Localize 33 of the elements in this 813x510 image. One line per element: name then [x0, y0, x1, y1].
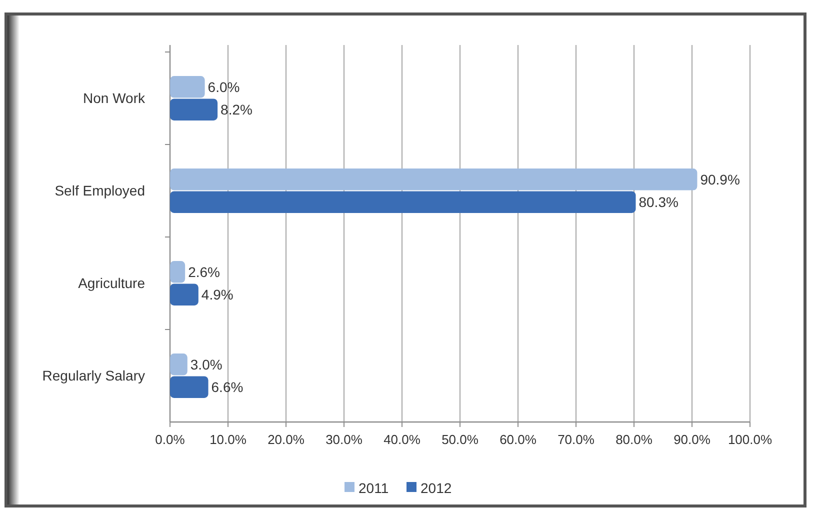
y-tick-label: Agriculture: [78, 275, 146, 292]
data-label: 3.0%: [190, 356, 222, 372]
x-tick-label: 0.0%: [155, 432, 186, 447]
legend-label: 2011: [358, 480, 389, 496]
data-label: 90.9%: [700, 171, 740, 188]
bar: [170, 98, 218, 120]
x-tick-label: 90.0%: [674, 432, 711, 447]
x-tick-label: 50.0%: [442, 432, 479, 447]
bar: [170, 191, 636, 213]
bar: [170, 168, 698, 190]
x-tick-label: 60.0%: [500, 432, 537, 447]
data-label: 4.9%: [201, 286, 234, 302]
x-tick-label: 70.0%: [558, 432, 595, 447]
data-label: 2.6%: [188, 264, 220, 280]
bar: [170, 76, 205, 98]
x-tick-label: 30.0%: [326, 432, 363, 447]
bar: [170, 354, 188, 376]
x-tick-label: 80.0%: [616, 432, 653, 447]
data-label: 8.2%: [220, 101, 252, 118]
y-tick-label: Non Work: [83, 90, 146, 106]
x-tick-label: 100.0%: [728, 432, 772, 447]
data-label: 80.3%: [638, 194, 678, 210]
bar: [170, 376, 208, 398]
x-tick-label: 10.0%: [210, 432, 247, 447]
bar: [170, 261, 186, 283]
x-tick-label: 20.0%: [268, 432, 305, 447]
data-label: 6.6%: [211, 378, 244, 395]
data-label: 6.0%: [208, 78, 240, 95]
x-tick-label: 40.0%: [384, 432, 421, 447]
y-tick-label: Self Employed: [54, 182, 145, 199]
y-tick-label: Regularly Salary: [42, 368, 145, 384]
bar: [170, 284, 198, 306]
legend-label: 2012: [420, 480, 452, 496]
